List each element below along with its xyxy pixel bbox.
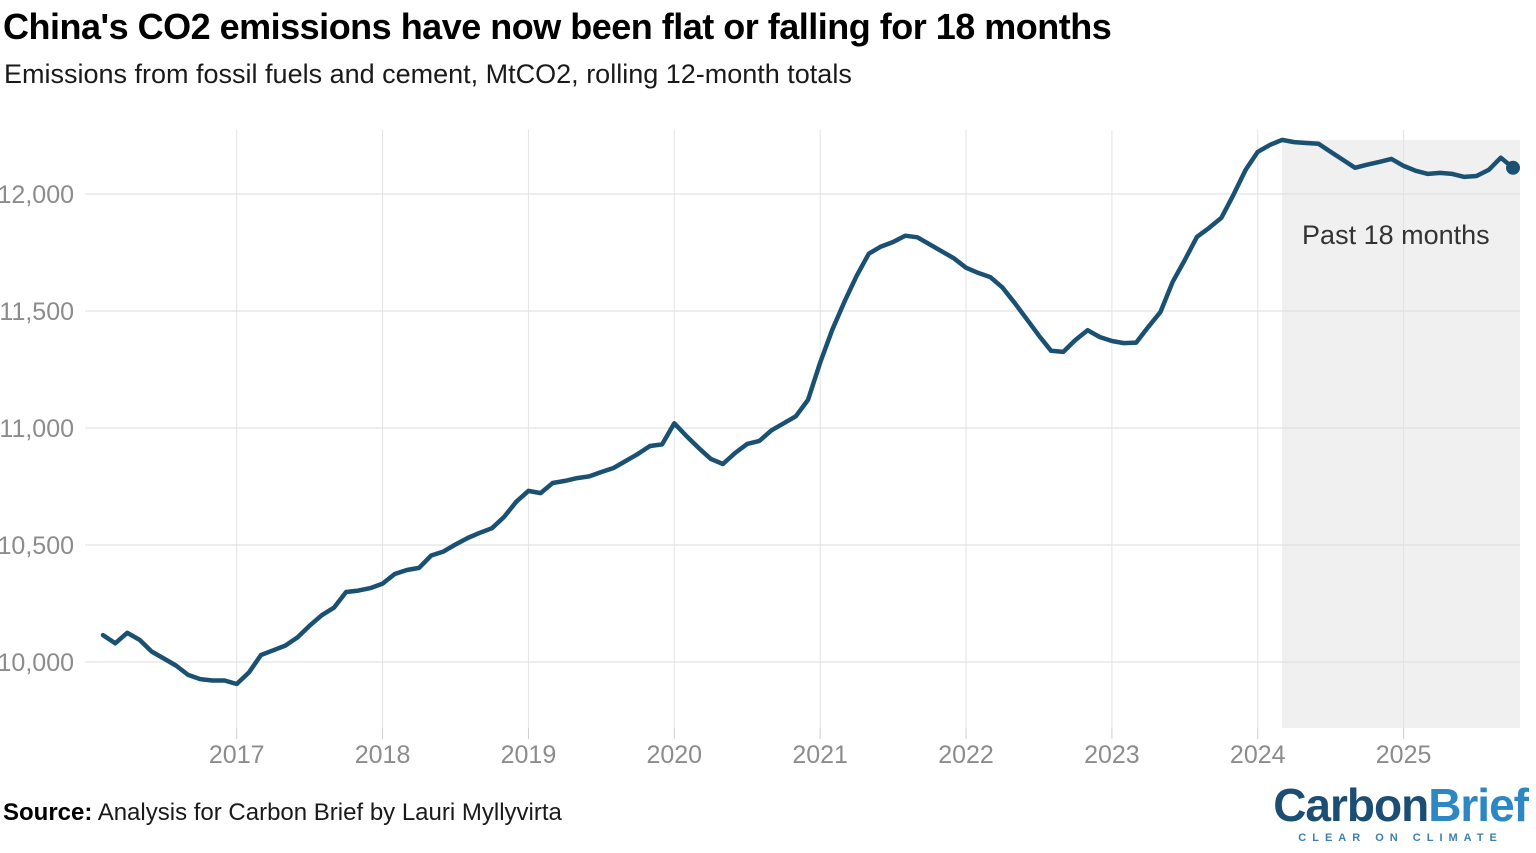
- x-axis-tick-label: 2021: [792, 741, 848, 769]
- y-axis-tick-label: 12,000: [0, 181, 74, 209]
- chart-subtitle: Emissions from fossil fuels and cement, …: [4, 59, 852, 89]
- x-axis-tick-label: 2023: [1084, 741, 1140, 769]
- past-18-months-label: Past 18 months: [1302, 220, 1490, 250]
- y-axis-tick-label: 11,500: [0, 298, 74, 326]
- y-axis-tick-label: 10,500: [0, 532, 74, 560]
- source-text: Analysis for Carbon Brief by Lauri Mylly…: [92, 799, 562, 826]
- carbonbrief-logo[interactable]: CarbonBrief CLEAR ON CLIMATE: [1273, 779, 1529, 844]
- x-axis-tick-label: 2022: [938, 741, 994, 769]
- y-axis-tick-label: 11,000: [0, 415, 74, 443]
- logo-carbon: Carbon: [1273, 779, 1429, 831]
- logo-brief: Brief: [1428, 779, 1529, 831]
- x-axis-tick-label: 2020: [646, 741, 702, 769]
- y-axis-tick-label: 10,000: [0, 649, 74, 677]
- emissions-line[interactable]: [100, 137, 1516, 687]
- logo-tagline: CLEAR ON CLIMATE: [1298, 832, 1503, 844]
- x-axis-tick-label: 2019: [501, 741, 557, 769]
- latest-value-dot[interactable]: [1506, 160, 1520, 175]
- source-label: Source:: [3, 799, 93, 826]
- x-axis-tick-label: 2024: [1230, 741, 1286, 769]
- past-18-months-region: [1282, 140, 1520, 728]
- carbonbrief-wordmark: CarbonBrief: [1273, 779, 1529, 831]
- chart-title: China's CO2 emissions have now been flat…: [3, 6, 1112, 47]
- x-axis-tick-label: 2017: [209, 741, 265, 769]
- x-axis-tick-label: 2018: [355, 741, 411, 769]
- x-axis-tick-label: 2025: [1376, 741, 1432, 769]
- source-line: Source: Analysis for Carbon Brief by Lau…: [3, 799, 562, 827]
